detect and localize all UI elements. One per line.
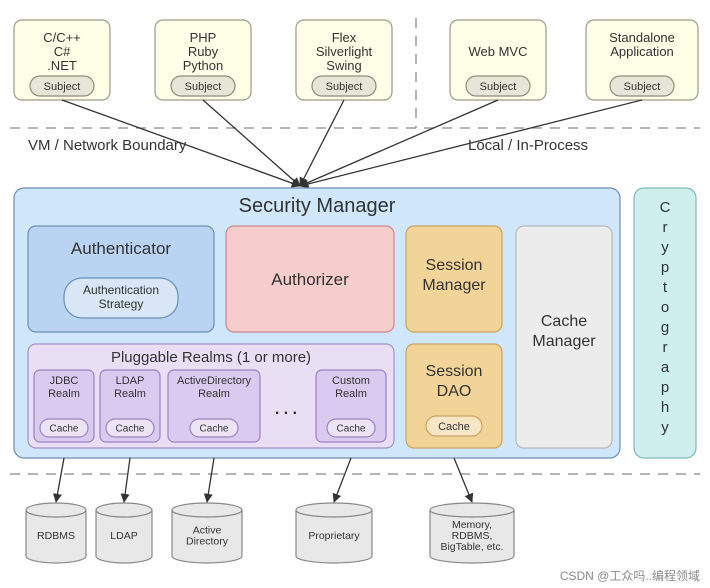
architecture-diagram: C/C++C#.NET Subject PHPRubyPython Subject Fl… [0,0,710,588]
datastore-arrow [334,458,351,502]
svg-text:Realm: Realm [198,388,230,400]
svg-text:Subject: Subject [480,81,517,93]
svg-text:h: h [661,399,669,416]
svg-text:Flex: Flex [332,30,357,45]
svg-text:Realm: Realm [114,388,146,400]
pluggable-realms-title: Pluggable Realms (1 or more) [111,349,311,366]
svg-text:Manager: Manager [532,333,596,350]
svg-text:Strategy: Strategy [99,297,144,311]
svg-text:r: r [663,219,668,236]
client-arrow [300,100,642,186]
authorizer-label: Authorizer [271,270,349,289]
datastore-arrow [207,458,214,502]
svg-text:Authentication: Authentication [83,283,159,297]
svg-text:Application: Application [610,44,674,59]
svg-text:C/C++: C/C++ [43,30,81,45]
svg-text:PHP: PHP [190,30,217,45]
svg-text:Subject: Subject [624,81,661,93]
svg-text:g: g [661,319,669,336]
svg-text:Swing: Swing [326,58,361,73]
svg-text:y: y [661,419,669,436]
svg-text:y: y [661,239,669,256]
svg-text:C#: C# [54,44,71,59]
svg-text:C: C [660,199,671,216]
client-arrow [203,100,300,186]
svg-text:Realm: Realm [48,388,80,400]
datastore-arrow [56,458,64,502]
datastore-arrow [454,458,472,502]
svg-text:Silverlight: Silverlight [316,44,373,59]
svg-text:Manager: Manager [422,277,486,294]
svg-text:Session: Session [426,257,483,274]
svg-text:Cache: Cache [200,424,229,435]
svg-text:LDAP: LDAP [116,375,145,387]
datastore-arrow [124,458,130,502]
svg-text:Custom: Custom [332,375,370,387]
vm-boundary-label: VM / Network Boundary [28,137,187,154]
svg-text:BigTable, etc.: BigTable, etc. [440,541,503,553]
svg-text:o: o [661,299,669,316]
security-manager-title: Security Manager [239,195,396,217]
svg-text:ActiveDirectory: ActiveDirectory [177,375,251,387]
svg-text:Web MVC: Web MVC [469,44,528,59]
svg-text:LDAP: LDAP [110,530,137,542]
svg-text:JDBC: JDBC [50,375,79,387]
svg-text:Subject: Subject [326,81,363,93]
svg-text:Cache: Cache [337,424,366,435]
svg-text:Session: Session [426,363,483,380]
svg-text:p: p [661,379,669,396]
svg-text:.NET: .NET [47,58,77,73]
svg-text:Proprietary: Proprietary [308,530,360,542]
svg-text:Cache: Cache [438,421,470,433]
svg-text:r: r [663,339,668,356]
svg-text:Cache: Cache [541,313,587,330]
svg-text:DAO: DAO [437,383,472,400]
svg-text:Realm: Realm [335,388,367,400]
authenticator-label: Authenticator [71,239,172,258]
footer-watermark: CSDN @工众吗..编程领域 [560,567,700,584]
svg-text:p: p [661,259,669,276]
svg-text:Subject: Subject [44,81,81,93]
svg-text:Directory: Directory [186,536,229,548]
svg-text:. . .: . . . [275,401,297,418]
svg-text:Python: Python [183,58,223,73]
svg-text:Cache: Cache [50,424,79,435]
svg-text:Cache: Cache [116,424,145,435]
client-arrow [300,100,344,186]
svg-text:Ruby: Ruby [188,44,219,59]
svg-text:RDBMS: RDBMS [37,530,75,542]
svg-text:Standalone: Standalone [609,30,675,45]
svg-text:Subject: Subject [185,81,222,93]
svg-text:a: a [661,359,670,376]
